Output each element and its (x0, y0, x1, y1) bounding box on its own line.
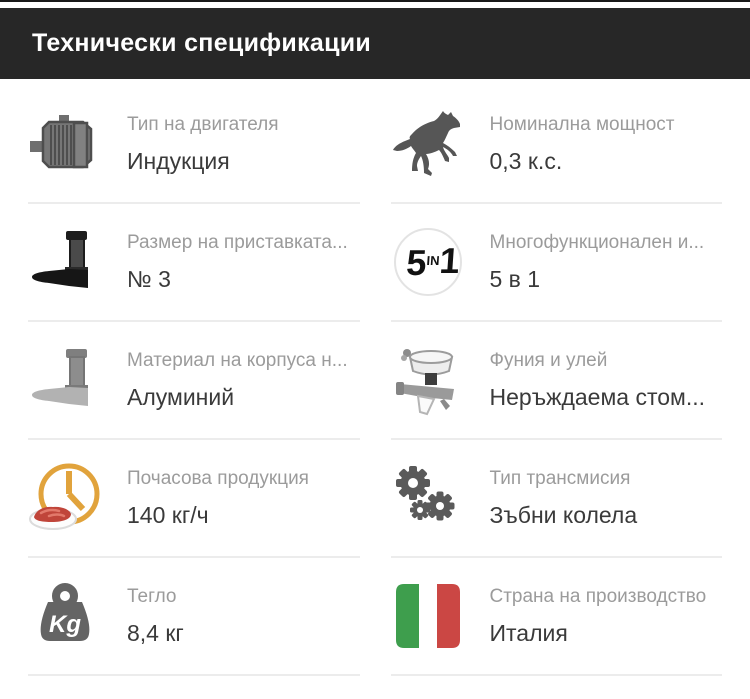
five-in-one-right-text: 1 (438, 240, 461, 281)
spec-row-attachment-size: Размер на приставката... № 3 (28, 204, 360, 322)
horse-icon (391, 107, 465, 181)
spec-row-hourly-production: Почасова продукция 140 кг/ч (28, 440, 360, 558)
top-divider-line (0, 0, 750, 2)
spec-value: 0,3 к.с. (489, 147, 563, 174)
spec-row-multifunction: 5 IN 1 Многофункционален и... 5 в 1 (390, 204, 722, 322)
spec-row-funnel-chute: Фуния и улей Неръждаема стом... (390, 322, 722, 440)
spec-row-transmission: Тип трансмисия Зъбни колела (390, 440, 722, 558)
spec-value: № 3 (127, 265, 171, 292)
kg-weight-icon: Kg (28, 579, 102, 653)
italy-flag-icon (391, 579, 465, 653)
gears-icon (391, 461, 465, 535)
spec-row-weight: Kg Тегло 8,4 кг (28, 558, 360, 676)
five-in-one-left-text: 5 (405, 242, 428, 283)
spec-row-nominal-power: Номинална мощност 0,3 к.с. (390, 86, 722, 204)
spec-value: Зъбни колела (489, 501, 638, 528)
spec-row-engine-type: Тип на двигателя Индукция (28, 86, 360, 204)
spec-value: Индукция (127, 147, 230, 174)
spec-label: Многофункционален и... (489, 231, 705, 253)
spec-value: 5 в 1 (489, 265, 541, 292)
specs-grid: Тип на двигателя Индукция Номинална мощн… (0, 86, 750, 676)
grinder-attachment-icon (28, 225, 102, 299)
spec-value: Алуминий (127, 383, 235, 410)
spec-label: Тип трансмисия (489, 467, 631, 489)
spec-row-body-material: Материал на корпуса н... Алуминий (28, 322, 360, 440)
spec-label: Размер на приставката... (127, 231, 348, 253)
spec-label: Номинална мощност (489, 113, 675, 135)
specs-header-bar: Технически спецификации (0, 8, 750, 79)
spec-value: Италия (489, 619, 568, 646)
five-in-one-icon: 5 IN 1 (391, 225, 465, 299)
spec-label: Страна на производство (489, 585, 707, 607)
spec-label: Фуния и улей (489, 349, 608, 371)
spec-label: Почасова продукция (127, 467, 309, 489)
spec-value: 8,4 кг (127, 619, 184, 646)
spec-label: Тегло (127, 585, 177, 607)
spec-value: Неръждаема стом... (489, 383, 706, 410)
motor-icon (28, 107, 102, 181)
five-in-one-mid-text: IN (426, 253, 440, 268)
grinder-body-icon (28, 343, 102, 417)
clock-meat-icon (28, 461, 102, 535)
spec-label: Тип на двигателя (127, 113, 279, 135)
funnel-chute-icon (391, 343, 465, 417)
kg-icon-text: Kg (49, 611, 81, 638)
spec-row-country: Страна на производство Италия (390, 558, 722, 676)
page-title: Технически спецификации (32, 29, 372, 57)
spec-label: Материал на корпуса н... (127, 349, 348, 371)
spec-value: 140 кг/ч (127, 501, 209, 528)
